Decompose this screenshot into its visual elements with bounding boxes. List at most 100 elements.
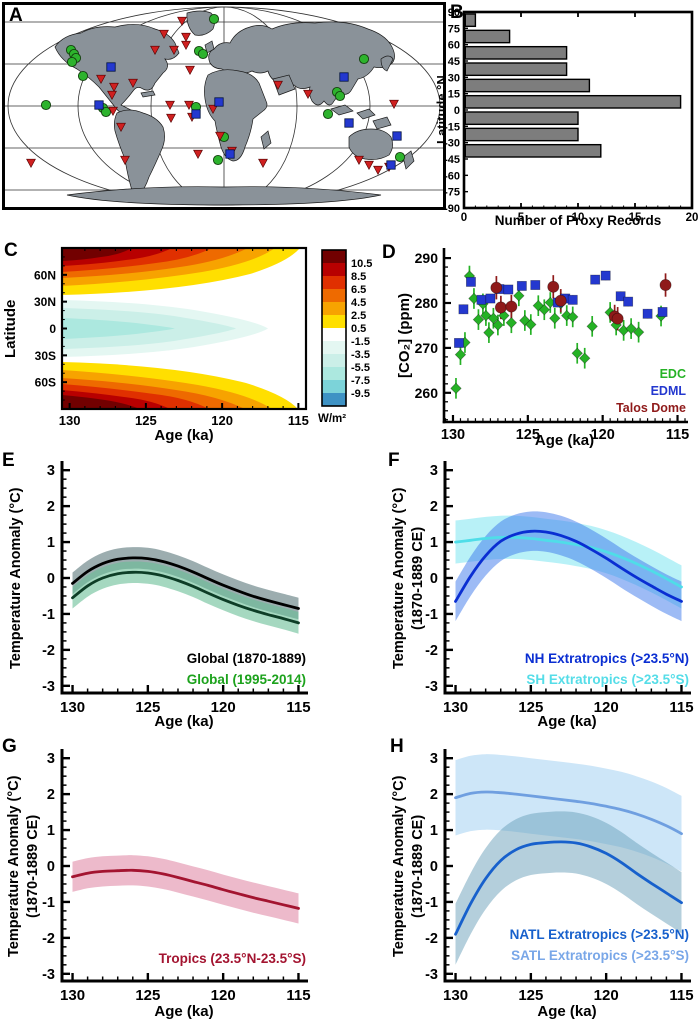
histogram-bar	[464, 127, 579, 142]
edc-point	[454, 348, 467, 361]
tick-label: 130	[59, 413, 81, 428]
japan	[380, 55, 394, 72]
panel-letter: D	[382, 242, 396, 263]
tick-label: -3	[42, 679, 55, 695]
green-circle-site-marker	[394, 151, 406, 163]
tick-label: 120	[594, 987, 619, 1004]
edml-point	[600, 270, 611, 281]
green-circle-site-marker	[334, 90, 346, 102]
legend-item-edc: EDC	[659, 367, 686, 381]
edml-point	[465, 276, 476, 287]
blue-square-site-marker	[191, 109, 201, 119]
colorbar-frame	[321, 249, 347, 407]
edc-point	[450, 382, 462, 395]
histogram-bar	[464, 143, 602, 158]
legend-item-tropics: Tropics (23.5°N-23.5°S)	[158, 951, 306, 966]
panel-letter: F	[388, 450, 400, 471]
temp-legend: Tropics (23.5°N-23.5°S)	[159, 948, 306, 969]
tick-label: 130	[441, 427, 465, 443]
tick-label: 15	[629, 212, 642, 224]
tick-label: -1	[42, 895, 55, 911]
red-triangle-site-marker	[169, 45, 179, 56]
tick-label: 0	[47, 859, 55, 875]
x-axis-label: Number of Proxy Records	[494, 213, 662, 228]
antarctica	[66, 186, 382, 206]
colorbar-segment	[322, 250, 346, 263]
tick-label: 115	[669, 699, 693, 716]
confidence-band	[455, 511, 682, 622]
panel-a-map: A	[2, 2, 446, 210]
proxy-site-markers	[26, 13, 406, 176]
panel-e-global-temp: E Temperature Anomaly (°C) -3 -2 -1 0 1 2 3 130…	[0, 448, 350, 736]
tick-label: 130	[443, 699, 468, 716]
eurasia	[208, 21, 395, 106]
tick-label: 5	[518, 212, 525, 224]
tick-label: 2	[430, 499, 438, 515]
edml-point	[530, 280, 541, 290]
series-line	[454, 529, 683, 603]
tick-label: 0	[49, 322, 56, 336]
tick-label: 115	[286, 699, 310, 716]
red-triangle-site-marker	[120, 155, 130, 166]
edc-point	[532, 299, 545, 312]
tick-label: -9.5	[351, 388, 370, 400]
panel-b-histogram: B Latitude °N 90 75 60 45 30 15 0 -15 -30 -45 -60-…	[434, 0, 700, 240]
tick-label: 2	[47, 787, 55, 803]
blue-square-site-marker	[225, 149, 235, 159]
colorbar-segment	[322, 367, 346, 380]
red-triangle-site-marker	[215, 131, 225, 142]
talos-dome-point	[494, 301, 507, 314]
x-axis-label: Age (ka)	[537, 713, 597, 730]
red-triangle-site-marker	[354, 155, 364, 166]
tick-label: 75	[448, 23, 460, 35]
edc-point	[567, 311, 579, 323]
red-triangle-site-marker	[193, 149, 203, 160]
edc-point	[483, 326, 495, 339]
colorbar-segment	[322, 302, 346, 315]
red-triangle-site-marker	[258, 158, 268, 169]
warm-core-north	[62, 248, 132, 261]
tick-label: 0	[47, 571, 55, 587]
tick-label: 120	[591, 427, 615, 443]
green-circle-site-marker	[40, 99, 52, 111]
edml-point	[590, 274, 601, 285]
tick-label: 30	[448, 72, 460, 84]
tick-label: W/m²	[318, 413, 346, 425]
tick-label: 15	[448, 89, 460, 101]
colorbar-segment	[322, 289, 346, 302]
temp-chart-svg: -3 -2 -1 0 1 2 3 130 125 120 115	[42, 461, 311, 716]
tick-label: 0	[454, 105, 460, 117]
colorbar-segment	[322, 315, 346, 328]
talos-dome-point	[659, 279, 672, 291]
panel-letter: A	[9, 5, 23, 26]
red-triangle-site-marker	[364, 160, 374, 171]
tick-label: 115	[288, 413, 309, 428]
edml-point	[454, 338, 464, 348]
panel-letter: G	[2, 736, 17, 757]
tick-label: 2	[47, 499, 55, 515]
panel-g-tropics-temp: G Temperature Anomaly (°C) (1870-1889 CE…	[0, 736, 350, 1028]
edc-point	[579, 352, 591, 364]
panel-letter: B	[450, 2, 464, 23]
panel-c-insolation: C Latitude 130 125 120 115 60N 3	[0, 236, 380, 450]
red-triangle-site-marker	[181, 32, 191, 43]
edc-point	[538, 304, 550, 316]
temp-legend: NATL Extratropics (>23.5°N) SATL Extratr…	[510, 924, 689, 966]
colorbar-segment	[322, 380, 346, 393]
tick-label: 125	[518, 987, 543, 1004]
tick-label: 130	[443, 987, 468, 1004]
histogram-bar	[464, 78, 591, 93]
tick-label: 280	[415, 295, 439, 311]
green-circle-site-marker	[197, 48, 209, 60]
tick-label: 125	[135, 699, 160, 716]
new-zealand	[402, 150, 415, 170]
red-triangle-site-marker	[181, 40, 191, 51]
tick-label: 1	[47, 823, 55, 839]
edml-point	[516, 280, 527, 291]
edc-point	[487, 312, 500, 324]
histogram-bar	[464, 62, 568, 77]
series-line	[454, 790, 683, 836]
tick-label: 120	[211, 699, 236, 716]
tick-label: -7.5	[351, 375, 370, 387]
